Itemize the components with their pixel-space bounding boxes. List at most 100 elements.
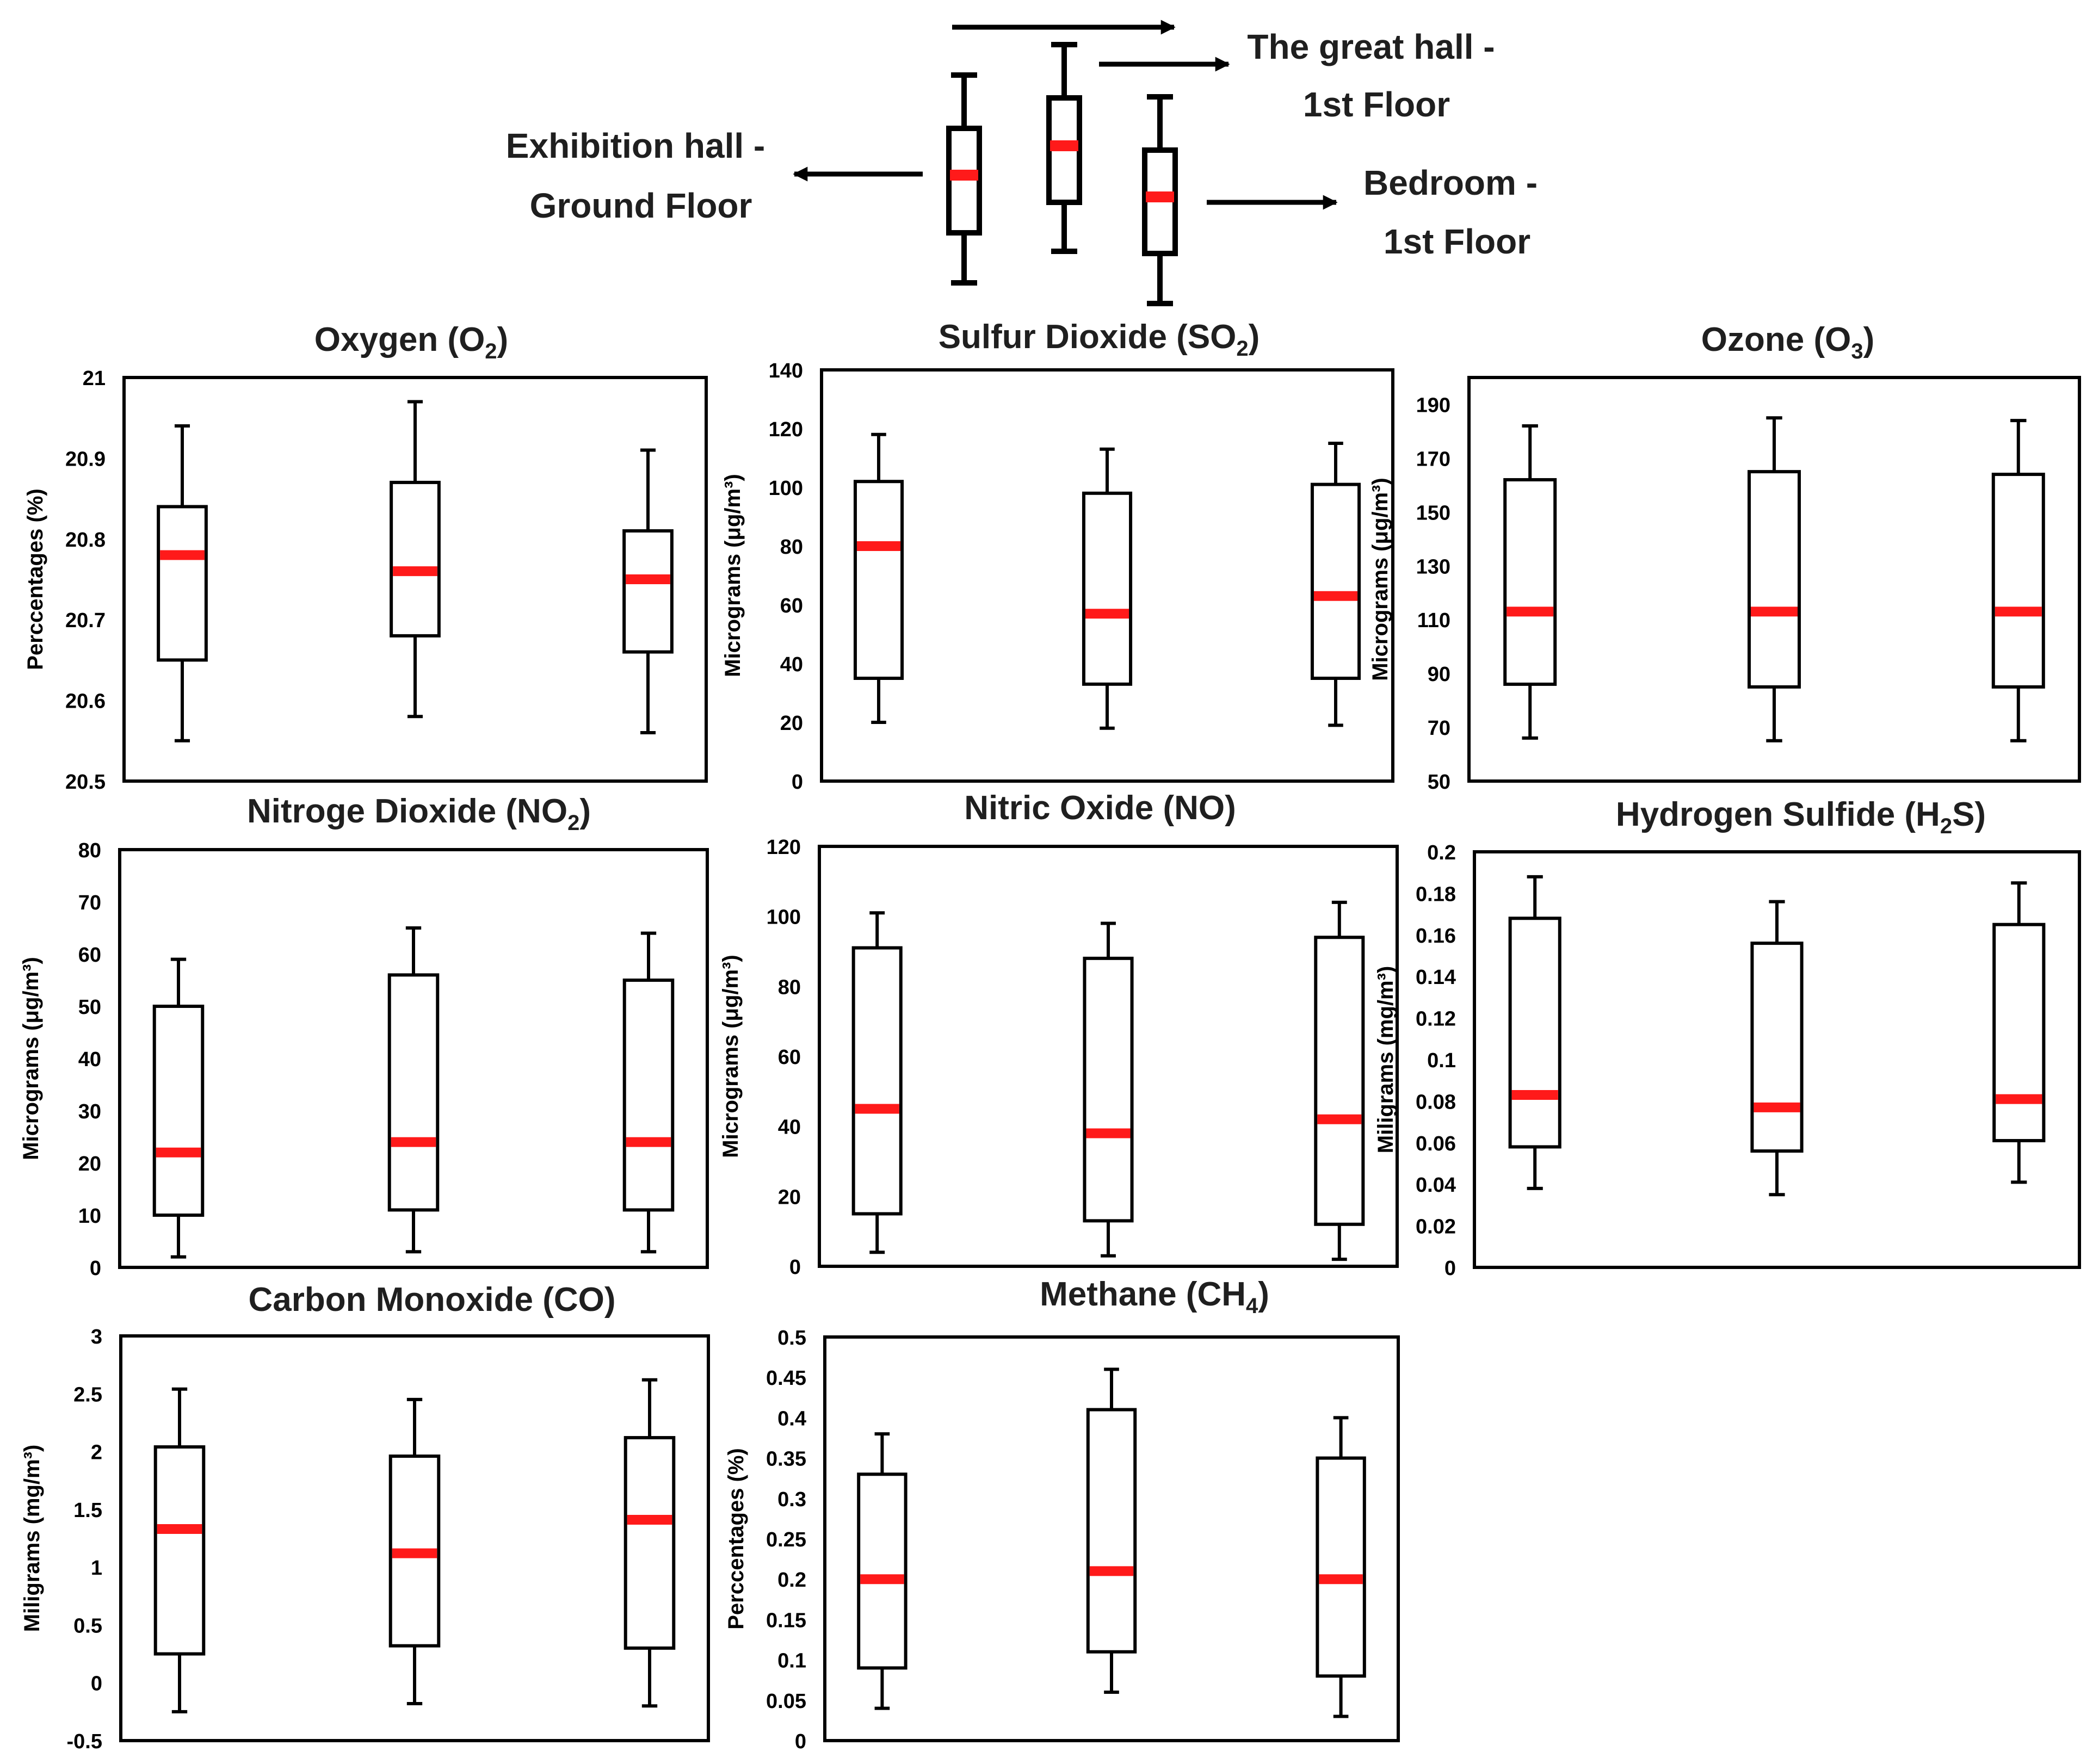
y-axis-label: Micrograms (μg/m³)	[721, 474, 745, 677]
box-iqr	[622, 529, 674, 654]
y-tick-label: 70	[1428, 717, 1450, 740]
box-2	[390, 400, 441, 719]
chart-title-tail: )	[1249, 318, 1260, 356]
y-tick-label: 40	[778, 1116, 801, 1139]
legend-label-bedroom-line2: 1st Floor	[1384, 222, 1530, 261]
box-2	[387, 926, 440, 1254]
y-axis-label: Miligrams (mg/m³)	[20, 1445, 44, 1632]
chart-title-subscript: 2	[567, 811, 579, 835]
box-1	[152, 957, 205, 1259]
y-tick-label: 20	[778, 1186, 801, 1209]
y-tick-label: 20.8	[65, 529, 106, 552]
chart-panel-8: Methane (CH4) 0 0.05 0.1 0.15 0.2 0.25 0.3 0.35 0…	[724, 1276, 1400, 1753]
y-tick-label: 120	[767, 836, 801, 859]
box-iqr	[622, 979, 675, 1212]
y-tick-label: 20	[780, 712, 803, 735]
y-tick-label: 70	[78, 892, 101, 914]
y-tick-label: 21	[83, 367, 106, 390]
y-tick-label: 10	[78, 1205, 101, 1228]
y-tick-label: 0	[1444, 1257, 1456, 1280]
y-tick-label: 0.16	[1416, 925, 1456, 948]
box-iqr	[857, 1472, 907, 1670]
chart-title-main: Nitroge Dioxide (NO	[247, 793, 567, 830]
box-1	[1508, 875, 1561, 1190]
chart-panel-3: Ozone (O3) 50 70 90 110 130 150 170 190 Microgram…	[1368, 321, 2081, 794]
box-1	[851, 911, 903, 1254]
y-tick-label: 80	[778, 976, 801, 999]
chart-panel-5: Nitric Oxide (NO) 0 20 40 60 80 100 120 Microgra…	[719, 789, 1399, 1279]
box-iqr	[1750, 942, 1804, 1153]
chart-title: Carbon Monoxide (CO)	[248, 1281, 615, 1319]
y-tick-label: 0.1	[1427, 1049, 1456, 1072]
y-tick-label: 120	[769, 418, 803, 441]
y-tick-label: 0.5	[777, 1327, 806, 1350]
box-iqr	[1316, 1456, 1366, 1678]
box-1	[157, 424, 208, 742]
box-iqr	[1314, 936, 1365, 1226]
y-tick-label: 0	[90, 1257, 101, 1280]
y-tick-label: 1.5	[73, 1499, 102, 1522]
box-iqr	[853, 480, 904, 680]
legend-label-bedroom-line1: Bedroom -	[1363, 163, 1538, 202]
box-iqr	[153, 1445, 206, 1656]
chart-title-subscript: 2	[1940, 814, 1952, 838]
y-tick-label: 40	[780, 653, 803, 676]
y-tick-label: 50	[78, 996, 101, 1019]
y-tick-label: 20.7	[65, 609, 106, 632]
y-tick-label: 80	[780, 536, 803, 559]
chart-title: Ozone (O3)	[1701, 321, 1874, 363]
chart-title: Hydrogen Sulfide (H2S)	[1616, 796, 1986, 838]
box-iqr	[1310, 482, 1361, 680]
box-2	[1750, 900, 1804, 1197]
box-3	[1314, 900, 1365, 1261]
y-tick-label: 2.5	[73, 1383, 102, 1406]
box-2	[388, 1397, 441, 1705]
y-tick-label: 60	[78, 944, 101, 967]
y-tick-label: 100	[767, 906, 801, 929]
y-tick-label: 0.35	[766, 1448, 806, 1471]
y-tick-label: 20.6	[65, 690, 106, 713]
y-tick-label: 0.02	[1416, 1216, 1456, 1239]
chart-title-main: Hydrogen Sulfide (H	[1616, 796, 1940, 833]
chart-panel-2: Sulfur Dioxide (SO2) 0 20 40 60 80 100 120 140 Mi…	[721, 318, 1394, 794]
box-3	[1991, 419, 2045, 742]
y-tick-label: 0.4	[777, 1407, 806, 1430]
box-iqr	[157, 505, 208, 662]
y-axis-label: Micrograms (μg/m³)	[719, 955, 743, 1158]
legend-label-exhibition-line2: Ground Floor	[530, 186, 752, 225]
y-tick-label: 1	[91, 1557, 102, 1580]
chart-title-tail: )	[579, 793, 591, 830]
legend-box-bedroom	[1142, 94, 1178, 306]
y-tick-label: 60	[780, 595, 803, 617]
box-iqr	[1508, 917, 1561, 1149]
box-iqr	[387, 973, 440, 1212]
y-tick-label: 0.5	[73, 1614, 102, 1637]
y-axis-label: Micrograms (μg/m³)	[19, 957, 43, 1160]
y-tick-label: 190	[1416, 394, 1450, 417]
box-iqr	[851, 946, 903, 1216]
y-tick-label: 0	[91, 1673, 102, 1695]
y-tick-label: 20.9	[65, 448, 106, 471]
y-tick-label: 0.04	[1416, 1174, 1456, 1197]
legend-label-exhibition-line1: Exhibition hall -	[506, 126, 765, 165]
y-tick-label: 0.12	[1416, 1008, 1456, 1031]
y-tick-label: 0.3	[777, 1488, 806, 1511]
chart-title-main: Methane (CH	[1040, 1276, 1246, 1313]
y-tick-label: 3	[91, 1326, 102, 1348]
box-1	[857, 1432, 907, 1710]
y-tick-label: 140	[769, 360, 803, 382]
y-tick-label: 110	[1417, 609, 1450, 632]
box-1	[153, 1387, 206, 1713]
chart-title-tail: S)	[1952, 796, 1986, 833]
legend-label-great-hall-line1: The great hall -	[1247, 27, 1495, 66]
y-axis-label: Perccentages (%)	[23, 488, 47, 670]
y-tick-label: 170	[1416, 448, 1450, 471]
y-tick-label: 0	[792, 771, 803, 794]
y-tick-label: 150	[1416, 502, 1450, 524]
chart-panels: Oxygen (O2)20.520.620.720.820.921Perccen…	[19, 318, 2081, 1753]
y-axis-label: Miligrams (mg/m³)	[1374, 966, 1398, 1153]
chart-title: Sulfur Dioxide (SO2)	[939, 318, 1260, 361]
y-tick-label: 50	[1428, 771, 1450, 794]
chart-title: Nitroge Dioxide (NO2)	[247, 793, 591, 835]
